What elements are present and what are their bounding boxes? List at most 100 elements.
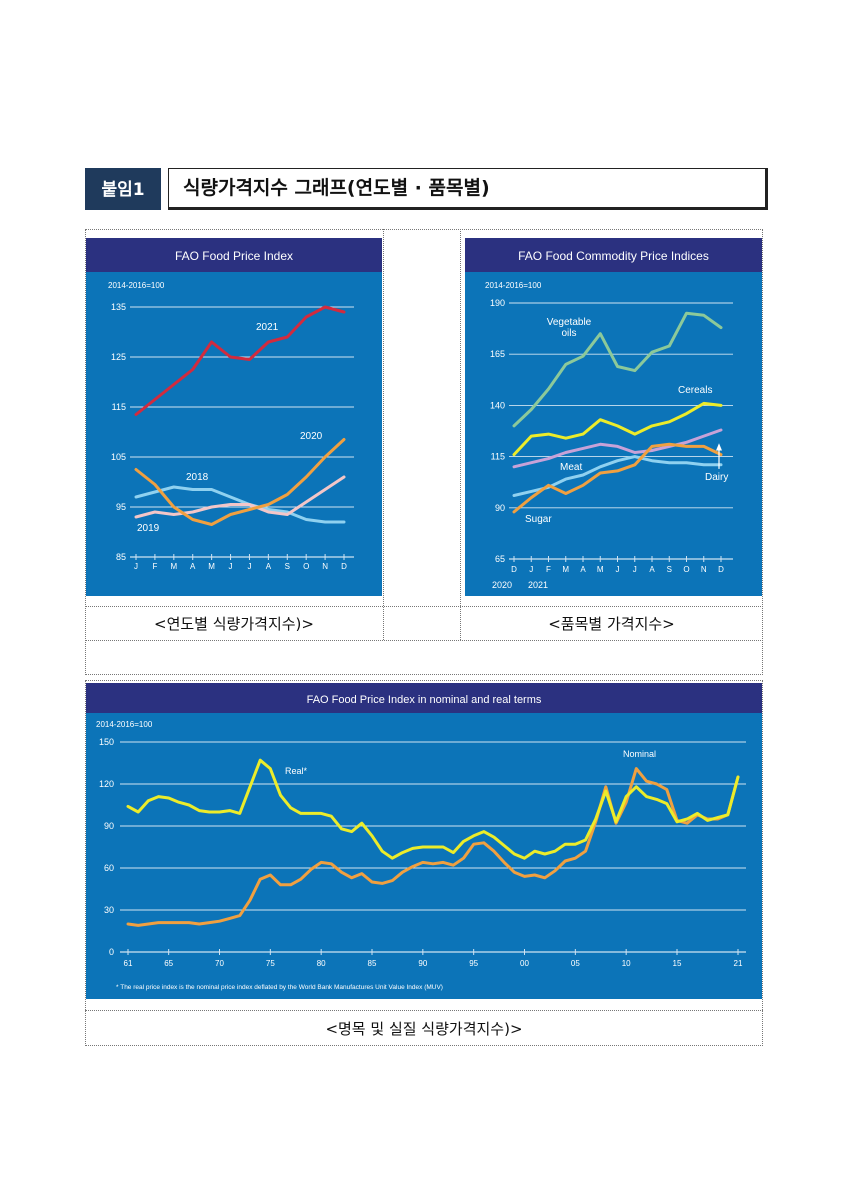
x-tick-label: D (718, 565, 724, 574)
lower-table (85, 680, 763, 1046)
x-tick-label: 75 (266, 959, 275, 968)
x-tick-label: J (247, 562, 251, 571)
series-line-2021 (134, 305, 346, 416)
y-tick-label: 85 (116, 552, 126, 562)
series-line-2020 (134, 438, 346, 526)
y-tick-label: 65 (495, 554, 505, 564)
series-line-Vegetable oils (512, 311, 723, 428)
series-label-Cereals: Cereals (678, 385, 712, 396)
table-divider (460, 229, 461, 640)
y-tick-label: 30 (104, 905, 114, 915)
y-tick-label: 165 (490, 349, 505, 359)
series-label-Dairy: Dairy (705, 472, 728, 483)
x-tick-label: M (170, 562, 177, 571)
chart-annual-index: FAO Food Price Index 2014-2016=100 85 95 105… (86, 238, 382, 596)
x-tick-label: 80 (317, 959, 326, 968)
y-tick-label: 90 (104, 821, 114, 831)
y-tick-label: 150 (99, 737, 114, 747)
series-label-Vegetable-oils: Vegetable (547, 317, 592, 328)
series-line-Sugar (512, 442, 723, 514)
x-tick-label: O (683, 565, 689, 574)
y-tick-label: 120 (99, 779, 114, 789)
chart-subtitle: 2014-2016=100 (108, 281, 165, 290)
x-tick-label: 61 (124, 959, 133, 968)
y-tick-label: 95 (116, 502, 126, 512)
x-tick-label: 21 (734, 959, 743, 968)
chart-background (86, 238, 382, 596)
x-tick-label: M (562, 565, 569, 574)
y-tick-label: 115 (491, 452, 505, 462)
x-tick-label: S (667, 565, 672, 574)
page-title: 식량가격지수 그래프(연도별 · 품목별) (168, 168, 768, 210)
chart-commodity-svg: FAO Food Commodity Price Indices 2014-201… (465, 238, 762, 596)
series-line-2018 (134, 485, 346, 524)
upper-table (85, 229, 763, 675)
x-tick-label: D (511, 565, 517, 574)
series-label-Nominal: Nominal (623, 749, 656, 759)
x-tick-label: J (229, 562, 233, 571)
y-tick-label: 125 (111, 352, 126, 362)
chart-title-bar (86, 238, 382, 272)
y-tick-label: 0 (109, 947, 114, 957)
chart-title: FAO Food Price Index (175, 249, 293, 263)
x-tick-label: J (633, 565, 637, 574)
annotation-arrow-head (716, 443, 722, 451)
caption-nominal-real: <명목 및 실질 식량가격지수)> (325, 1020, 523, 1038)
x-tick-label: F (152, 562, 157, 571)
x-year-label: 2020 (492, 580, 512, 590)
caption-commodity: <품목별 가격지수> (548, 615, 675, 633)
x-tick-label: M (208, 562, 215, 571)
chart-background (465, 238, 762, 596)
series-line-Dairy (512, 455, 723, 497)
series-line-Real* (126, 758, 740, 860)
x-year-label: 2021 (528, 580, 548, 590)
y-tick-label: 135 (111, 302, 126, 312)
x-tick-label: 00 (520, 959, 529, 968)
series-label-2018: 2018 (186, 472, 209, 483)
x-tick-label: M (597, 565, 604, 574)
series-line-2019 (134, 475, 346, 519)
x-tick-label: N (322, 562, 328, 571)
x-tick-label: N (701, 565, 707, 574)
chart-title-bar (465, 238, 762, 272)
series-label-Real: Real* (285, 766, 308, 776)
attachment-badge: 붙임1 (85, 168, 161, 210)
series-line-Cereals (512, 401, 723, 457)
x-tick-label: 10 (622, 959, 631, 968)
table-divider (383, 229, 384, 640)
series-line-Nominal (126, 767, 740, 927)
y-tick-label: 190 (490, 298, 505, 308)
chart-nominal-real-svg: FAO Food Price Index in nominal and real… (86, 683, 762, 999)
series-label-Sugar: Sugar (525, 514, 552, 525)
y-tick-label: 140 (490, 400, 505, 410)
y-tick-label: 115 (112, 402, 126, 412)
x-tick-label: A (266, 562, 272, 571)
x-tick-label: 90 (418, 959, 427, 968)
chart-commodity-index: FAO Food Commodity Price Indices 2014-201… (465, 238, 762, 596)
y-tick-label: 90 (495, 503, 505, 513)
caption-annual: <연도별 식량가격지수)> (154, 615, 314, 633)
x-tick-label: 85 (368, 959, 377, 968)
x-tick-label: A (190, 562, 196, 571)
y-tick-label: 105 (111, 452, 126, 462)
x-tick-label: F (546, 565, 551, 574)
series-label-Meat: Meat (560, 462, 582, 473)
x-tick-label: A (580, 565, 586, 574)
chart-background (86, 683, 762, 999)
series-label-Vegetable-oils: oils (561, 328, 576, 339)
chart-subtitle: 2014-2016=100 (485, 281, 542, 290)
x-tick-label: A (649, 565, 655, 574)
x-tick-label: J (529, 565, 533, 574)
table-divider (85, 606, 763, 607)
series-label-2021: 2021 (256, 322, 279, 333)
x-tick-label: J (616, 565, 620, 574)
chart-nominal-real: FAO Food Price Index in nominal and real… (86, 683, 762, 999)
table-divider (85, 1010, 763, 1011)
x-tick-label: 70 (215, 959, 224, 968)
chart-footnote: * The real price index is the nominal pr… (116, 984, 443, 991)
x-tick-label: 15 (673, 959, 682, 968)
header: 붙임1 식량가격지수 그래프(연도별 · 품목별) (85, 168, 768, 210)
chart-title-bar (86, 683, 762, 713)
chart-annual-svg: FAO Food Price Index 2014-2016=100 85 95 105… (86, 238, 382, 596)
x-tick-label: 95 (469, 959, 478, 968)
